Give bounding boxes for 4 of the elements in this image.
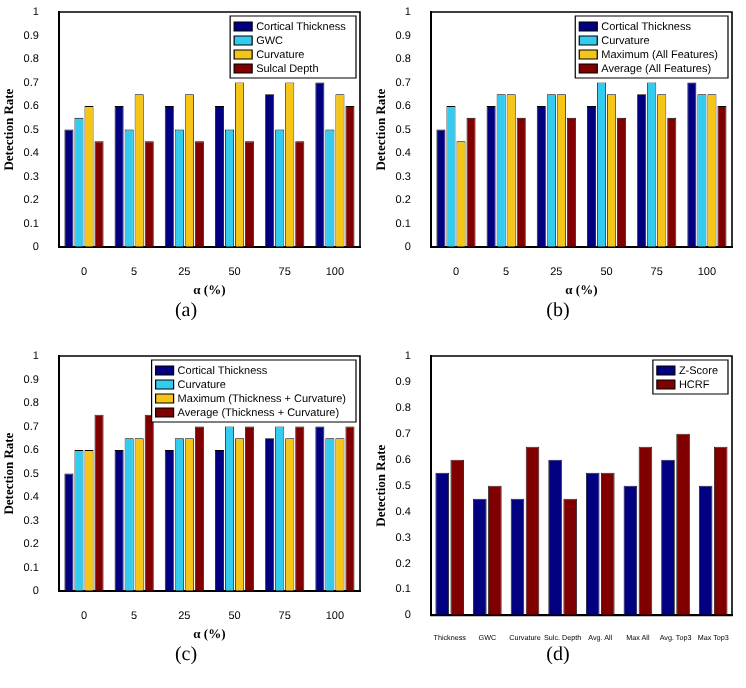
text: (b) (544, 300, 572, 322)
text: (c) (172, 644, 200, 666)
text: (d) (544, 644, 572, 666)
text: (a) (172, 300, 200, 322)
